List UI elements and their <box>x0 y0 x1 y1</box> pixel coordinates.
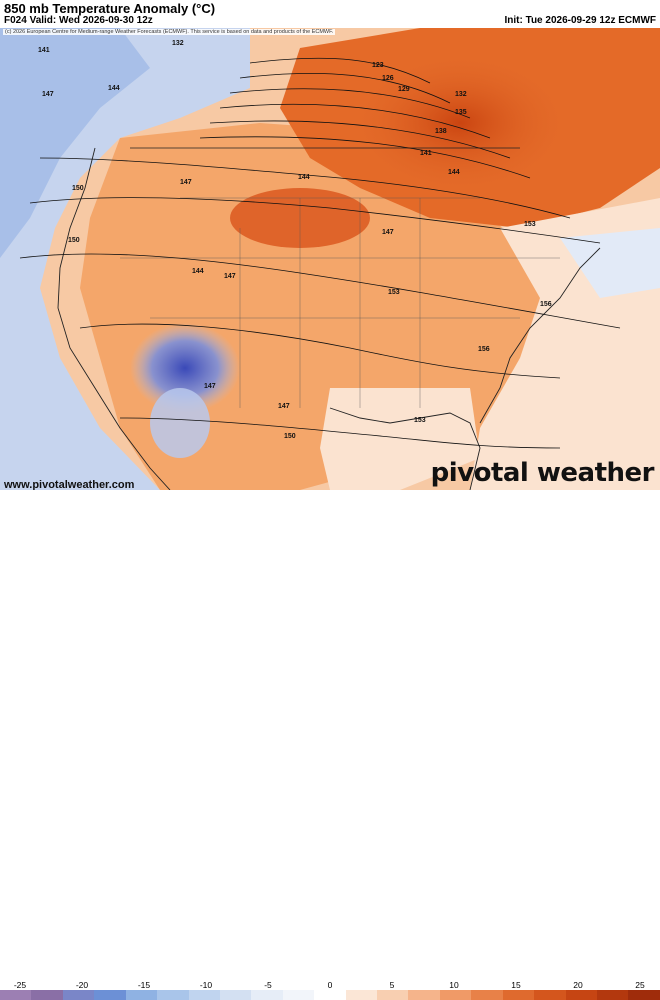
colorbar-tick-label: 0 <box>327 980 333 990</box>
contour-label: 147 <box>42 91 54 98</box>
contour-label: 144 <box>192 268 204 275</box>
colorbar-tick-label: 5 <box>389 980 395 990</box>
colorbar-tick-label: -20 <box>75 980 89 990</box>
contour-label: 153 <box>388 289 400 296</box>
contour-label: 129 <box>398 86 410 93</box>
east-coastline <box>479 247 601 424</box>
contour-label: 135 <box>455 109 467 116</box>
colorbar-swatch <box>314 990 346 1000</box>
gulf-neutral-area <box>320 388 480 490</box>
colorbar-swatch <box>565 990 598 1000</box>
contour-label: 150 <box>284 433 296 440</box>
colorbar-swatch <box>439 990 472 1000</box>
colorbar-swatch <box>471 990 503 1000</box>
west-coastline <box>57 147 171 490</box>
colorbar-ticks: -25 -20 -15 -10 -5 0 5 10 15 20 25 <box>0 980 660 990</box>
colorbar-swatch <box>377 990 409 1000</box>
contour-label: 144 <box>448 169 460 176</box>
contour-label: 147 <box>180 179 192 186</box>
contour-label: 147 <box>382 229 394 236</box>
atlantic-cool-area <box>560 228 660 298</box>
colorbar-swatch <box>251 990 283 1000</box>
hudson-hot-core <box>350 53 570 193</box>
colorbar-tick-label: 15 <box>511 980 521 990</box>
site-url[interactable]: www.pivotalweather.com <box>4 479 135 491</box>
contour-label: 156 <box>540 301 552 308</box>
colorbar-tick-label: -5 <box>264 980 272 990</box>
colorbar-swatches <box>0 990 660 1000</box>
colorbar: -25 -20 -15 -10 -5 0 5 10 15 20 25 <box>0 490 660 1000</box>
colorbar-swatch <box>408 990 440 1000</box>
data-credit: (c) 2026 European Centre for Medium-rang… <box>3 29 336 35</box>
contour-label: 147 <box>224 273 236 280</box>
map-panel: (c) 2026 European Centre for Medium-rang… <box>0 28 660 490</box>
colorbar-tick-label: -15 <box>137 980 151 990</box>
colorbar-swatch <box>125 990 158 1000</box>
header: 850 mb Temperature Anomaly (°C) F024 Val… <box>0 0 660 28</box>
contour-label: 126 <box>382 75 394 82</box>
state-borders <box>120 197 560 319</box>
colorbar-swatch <box>345 990 378 1000</box>
contour-label: 144 <box>108 85 120 92</box>
colorbar-tick-label: -10 <box>199 980 213 990</box>
brand-logo: pivotal weather <box>430 458 655 488</box>
anomaly-map <box>0 28 660 490</box>
colorbar-swatch <box>94 990 126 1000</box>
contour-label: 150 <box>72 185 84 192</box>
colorbar-swatch <box>597 990 629 1000</box>
contour-label: 147 <box>204 383 216 390</box>
contour-label: 156 <box>478 346 490 353</box>
contour-label: 132 <box>455 91 467 98</box>
colorbar-swatch <box>282 990 315 1000</box>
colorbar-tick-label: 10 <box>449 980 459 990</box>
gulf-coastline <box>329 407 481 490</box>
colorbar-tick-label: -25 <box>13 980 27 990</box>
state-borders-vertical <box>239 198 421 408</box>
height-contours <box>19 57 621 449</box>
colorbar-swatch <box>502 990 535 1000</box>
contour-label: 132 <box>172 40 184 47</box>
init-time: Init: Tue 2026-09-29 12z ECMWF <box>504 15 656 26</box>
contour-label: 153 <box>414 417 426 424</box>
contour-label: 153 <box>524 221 536 228</box>
contour-label: 144 <box>298 174 310 181</box>
colorbar-tick-label: 25 <box>635 980 645 990</box>
pacific-cooler-area <box>0 28 150 258</box>
contour-labels: 132 141 144 147 150 123 126 129 132 135 … <box>38 40 552 440</box>
colorbar-swatch <box>31 990 63 1000</box>
contour-label: 141 <box>420 150 432 157</box>
contour-label: 138 <box>435 128 447 135</box>
colorbar-swatch <box>157 990 189 1000</box>
colorbar-swatch <box>534 990 566 1000</box>
southwest-cold-core <box>130 323 240 413</box>
colorbar-swatch <box>62 990 95 1000</box>
map-title: 850 mb Temperature Anomaly (°C) <box>4 1 216 16</box>
colorbar-swatch <box>188 990 220 1000</box>
contour-label: 147 <box>278 403 290 410</box>
colorbar-swatch <box>219 990 252 1000</box>
colorbar-swatch <box>628 990 660 1000</box>
contour-label: 150 <box>68 237 80 244</box>
contour-label: 123 <box>372 62 384 69</box>
contour-label: 141 <box>38 47 50 54</box>
mexico-cool-area <box>150 388 210 458</box>
colorbar-swatch <box>0 990 32 1000</box>
valid-time: F024 Valid: Wed 2026-09-30 12z <box>4 15 153 26</box>
colorbar-tick-label: 20 <box>573 980 583 990</box>
